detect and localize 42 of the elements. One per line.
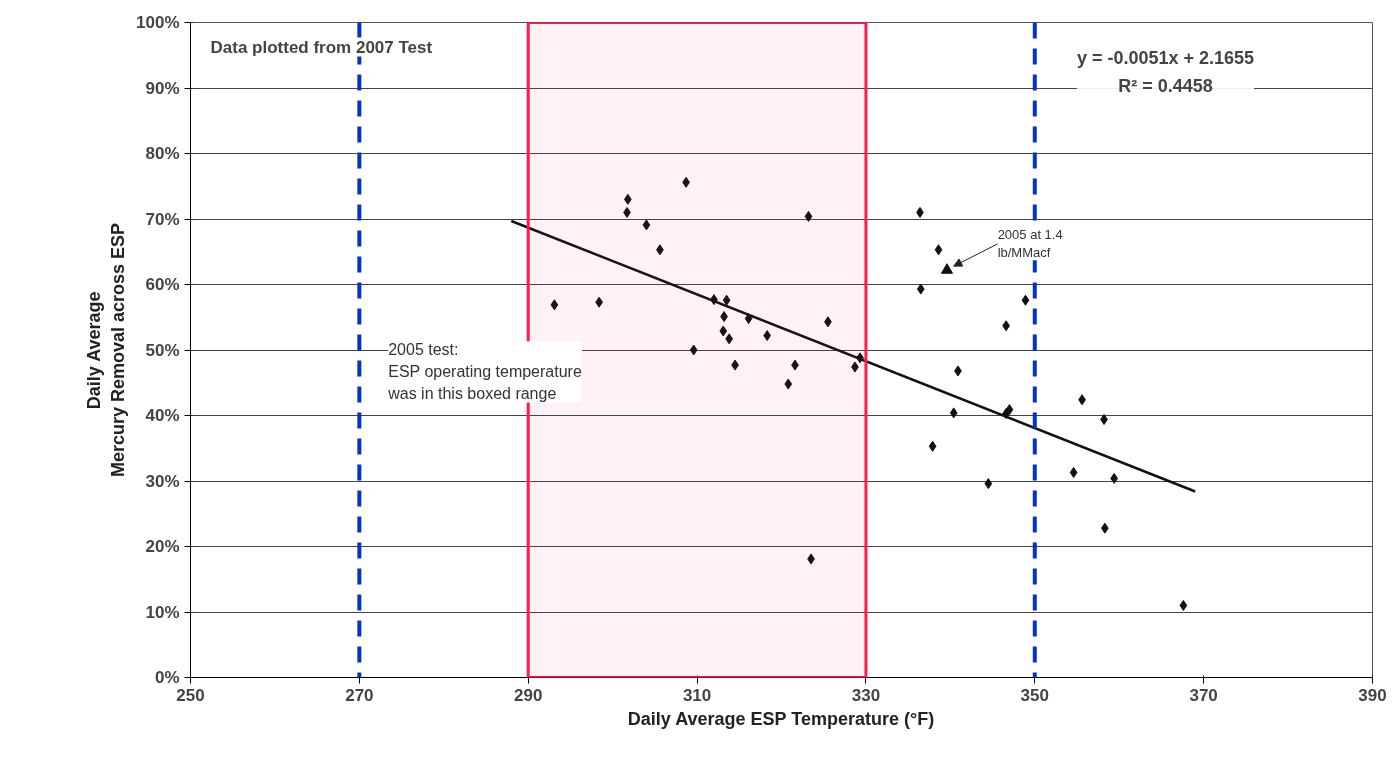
point	[984, 478, 993, 490]
point	[719, 325, 728, 337]
y-tick-label: 70%	[145, 209, 180, 229]
x-tick-label: 290	[514, 685, 543, 705]
y-tick-label: 50%	[145, 340, 180, 360]
x-tick-label: 370	[1189, 685, 1218, 705]
annotation: Data plotted from 2007 Test	[210, 37, 433, 57]
y-tick-label: 0%	[154, 668, 180, 687]
point	[916, 283, 925, 295]
x-tick-label: 350	[1020, 685, 1049, 705]
y-tick-label: 20%	[145, 537, 180, 556]
x-axis-title: Daily Average ESP Temperature (°F)	[627, 708, 935, 729]
point	[804, 210, 813, 222]
annotation: y = -0.0051x + 2.1655 R² = 0.4458	[1076, 47, 1255, 96]
point	[940, 263, 953, 274]
point	[689, 344, 698, 356]
point	[784, 378, 793, 390]
y-tick-label: 100%	[136, 13, 180, 32]
x-tick-label: 390	[1358, 685, 1387, 705]
x-tick-label: 270	[345, 685, 374, 705]
point	[642, 219, 651, 231]
point	[1005, 404, 1014, 416]
y-axis-title: Daily Average Mercury Removal across ESP	[84, 222, 129, 478]
y-tick-label: 80%	[145, 144, 180, 163]
annotation: 2005 at 1.4 lb/MMacf	[997, 227, 1063, 261]
x-tick-label: 310	[682, 685, 712, 705]
y-tick-label: 30%	[145, 471, 180, 491]
point	[722, 294, 731, 306]
band-label: 2005 test: ESP operating temperature was in this boxed range	[387, 341, 582, 403]
point	[1179, 599, 1188, 611]
x-tick-label: 330	[851, 685, 881, 705]
point	[949, 407, 958, 419]
y-tick-label: 90%	[145, 78, 180, 98]
point	[550, 299, 559, 311]
point	[934, 244, 943, 256]
point	[1021, 294, 1030, 306]
y-tick-label: 40%	[145, 406, 180, 425]
point	[1069, 466, 1078, 478]
x-tick-label: 250	[176, 685, 205, 705]
y-tick-label: 60%	[145, 275, 180, 294]
point	[928, 440, 937, 452]
y-tick-label: 10%	[145, 602, 180, 622]
